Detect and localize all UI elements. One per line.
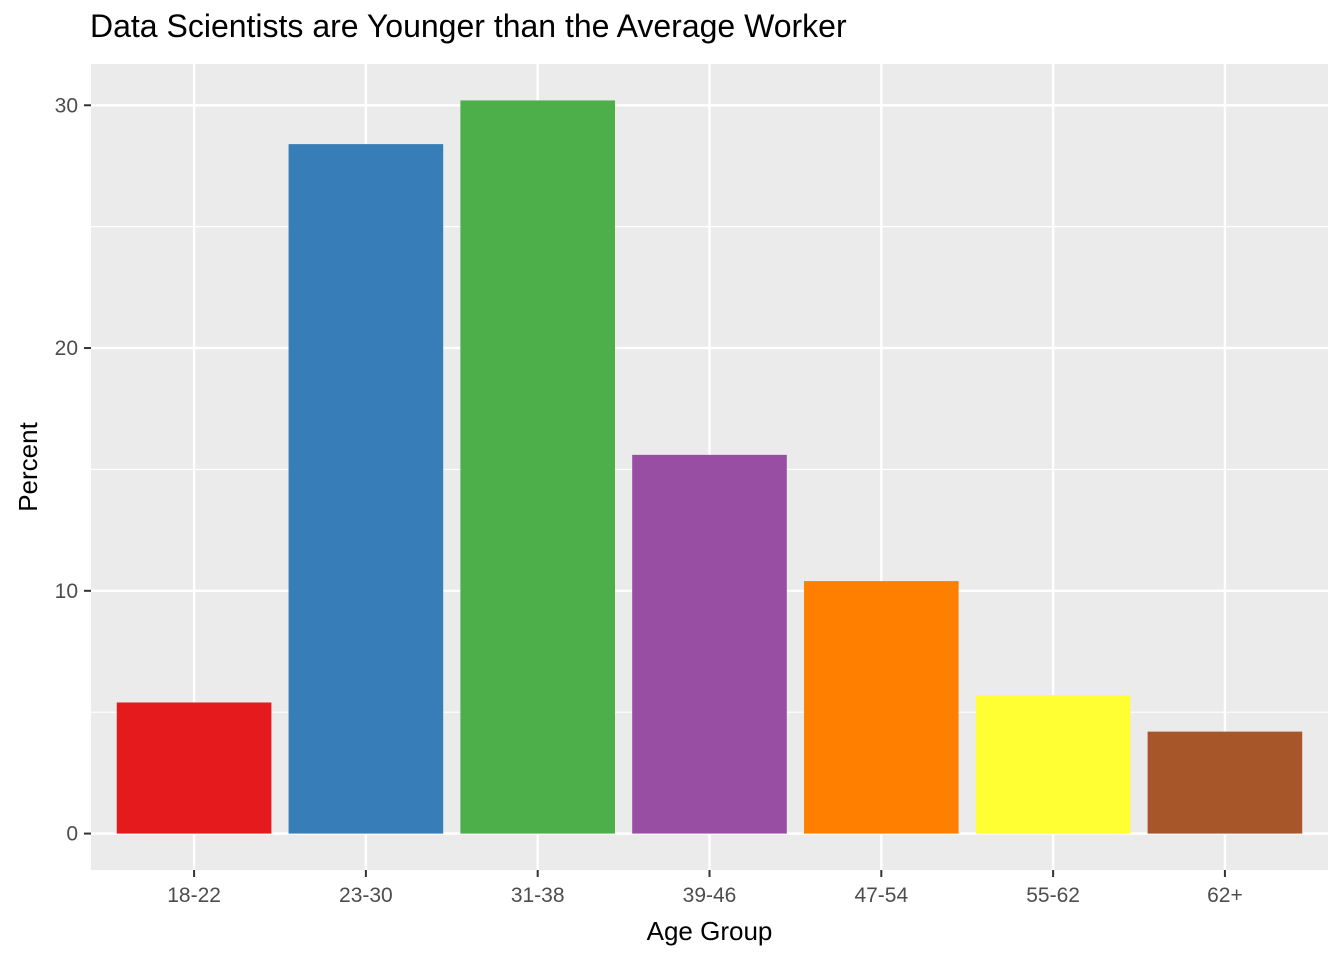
bar-47-54	[803, 581, 959, 834]
x-axis: 18-22 23-30 31-38 39-46 47-54 55-62 62+	[167, 870, 1243, 907]
y-tick-label: 0	[66, 823, 78, 846]
x-tick-label: 62+	[1207, 884, 1243, 907]
y-axis: 0 10 20 30	[55, 94, 91, 846]
x-tick-label: 39-46	[683, 884, 737, 907]
y-axis-title: Percent	[13, 421, 43, 511]
x-tick-label: 55-62	[1026, 884, 1080, 907]
bar-31-38	[460, 100, 616, 834]
bar-39-46	[632, 454, 787, 834]
bars	[116, 100, 1303, 834]
x-tick-label: 18-22	[167, 884, 221, 907]
bar-18-22	[116, 702, 272, 834]
chart-title: Data Scientists are Younger than the Ave…	[90, 8, 847, 44]
bar-62+	[1147, 731, 1303, 834]
y-tick-label: 10	[55, 580, 78, 603]
x-tick-label: 31-38	[511, 884, 565, 907]
y-tick-label: 20	[55, 337, 78, 360]
x-tick-label: 47-54	[854, 884, 908, 907]
x-axis-title: Age Group	[647, 916, 773, 946]
y-tick-label: 30	[55, 94, 78, 117]
bar-23-30	[288, 144, 444, 834]
bar-55-62	[975, 695, 1131, 834]
x-tick-label: 23-30	[339, 884, 393, 907]
